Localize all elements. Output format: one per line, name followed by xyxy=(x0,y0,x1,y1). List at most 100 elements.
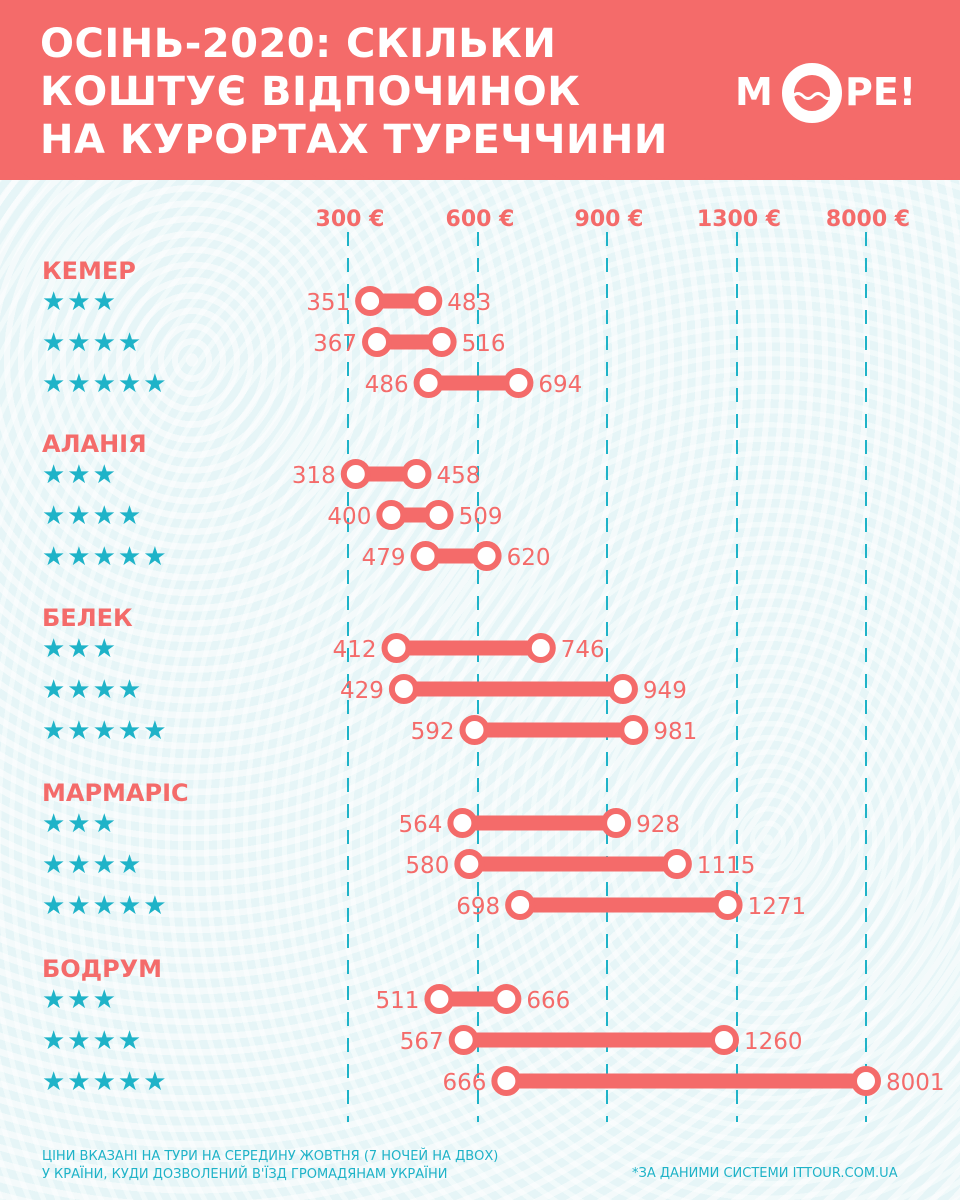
resort-name: КЕМЕР xyxy=(42,257,136,285)
header-banner: ОСІНЬ-2020: СКІЛЬКИ КОШТУЄ ВІДПОЧИНОК НА… xyxy=(0,0,960,180)
source-note: *ЗА ДАНИМИ СИСТЕМИ ITTOUR.COM.UA xyxy=(632,1166,898,1181)
range-endpoint xyxy=(454,849,485,879)
range-endpoint xyxy=(505,890,536,920)
range-endpoint xyxy=(471,541,502,571)
min-price-label: 592 xyxy=(411,719,455,745)
range-endpoint xyxy=(362,327,393,357)
range-endpoint xyxy=(601,808,632,838)
min-price-label: 400 xyxy=(327,504,371,530)
axis-tick-label: 8000 € xyxy=(826,207,910,232)
range-endpoint xyxy=(426,327,457,357)
star-rating: ★★★ xyxy=(42,460,118,490)
range-endpoint xyxy=(618,715,649,745)
range-endpoint xyxy=(423,500,454,530)
star-rating: ★★★★ xyxy=(42,675,143,705)
max-price-label: 1115 xyxy=(697,853,756,879)
star-rating: ★★★★★ xyxy=(42,891,169,921)
min-price-label: 666 xyxy=(442,1070,486,1096)
star-rating: ★★★★★ xyxy=(42,716,169,746)
max-price-label: 1260 xyxy=(744,1029,803,1055)
star-rating: ★★★★ xyxy=(42,501,143,531)
footnote-line-1: ЦІНИ ВКАЗАНІ НА ТУРИ НА СЕРЕДИНУ ЖОВТНЯ … xyxy=(42,1149,499,1164)
star-rating: ★★★★★ xyxy=(42,369,169,399)
star-rating: ★★★★★ xyxy=(42,1067,169,1097)
star-rating: ★★★★★ xyxy=(42,542,169,572)
range-endpoint xyxy=(459,715,490,745)
footnote-line-2: У КРАЇНИ, КУДИ ДОЗВОЛЕНИЙ В'ЇЗД ГРОМАДЯН… xyxy=(42,1167,448,1182)
max-price-label: 516 xyxy=(462,331,506,357)
range-endpoint xyxy=(661,849,692,879)
brand-logo: М РЕ! xyxy=(735,60,935,130)
logo-text-right: РЕ! xyxy=(845,70,917,114)
max-price-label: 483 xyxy=(447,290,491,316)
axis-tick-label: 600 € xyxy=(446,207,515,232)
star-rating: ★★★ xyxy=(42,287,118,317)
star-rating: ★★★ xyxy=(42,634,118,664)
header-wave-edge xyxy=(0,160,960,179)
max-price-label: 666 xyxy=(526,988,570,1014)
range-endpoint xyxy=(712,890,743,920)
max-price-label: 949 xyxy=(643,678,687,704)
title-line-1: ОСІНЬ-2020: СКІЛЬКИ xyxy=(40,21,557,67)
range-endpoint xyxy=(381,633,412,663)
min-price-label: 564 xyxy=(398,812,442,838)
max-price-label: 458 xyxy=(436,463,480,489)
range-endpoint xyxy=(607,674,638,704)
range-endpoint xyxy=(376,500,407,530)
max-price-label: 8001 xyxy=(886,1070,945,1096)
range-endpoint xyxy=(525,633,556,663)
range-endpoint xyxy=(413,368,444,398)
min-price-label: 580 xyxy=(405,853,449,879)
star-rating: ★★★★ xyxy=(42,1026,143,1056)
logo-text-left: М xyxy=(735,70,773,114)
min-price-label: 318 xyxy=(292,463,336,489)
resort-name: МАРМАРІС xyxy=(42,779,189,807)
max-price-label: 620 xyxy=(507,545,551,571)
max-price-label: 928 xyxy=(636,812,680,838)
range-endpoint xyxy=(491,1066,522,1096)
range-endpoint xyxy=(412,286,443,316)
range-endpoint xyxy=(410,541,441,571)
star-rating: ★★★★ xyxy=(42,328,143,358)
resort-name: БОДРУМ xyxy=(42,955,162,983)
range-endpoint xyxy=(424,984,455,1014)
min-price-label: 367 xyxy=(313,331,357,357)
max-price-label: 509 xyxy=(459,504,503,530)
title-line-3: НА КУРОРТАХ ТУРЕЧЧИНИ xyxy=(40,117,668,163)
axis-tick-label: 300 € xyxy=(316,207,385,232)
min-price-label: 429 xyxy=(340,678,384,704)
range-endpoint xyxy=(401,459,432,489)
range-endpoint xyxy=(448,1025,479,1055)
min-price-label: 567 xyxy=(400,1029,444,1055)
axis-tick-label: 900 € xyxy=(575,207,644,232)
range-endpoint xyxy=(447,808,478,838)
max-price-label: 1271 xyxy=(748,894,807,920)
lifebuoy-icon xyxy=(782,63,842,123)
range-endpoint xyxy=(491,984,522,1014)
range-endpoint xyxy=(355,286,386,316)
star-rating: ★★★ xyxy=(42,985,118,1015)
min-price-label: 511 xyxy=(376,988,420,1014)
title-line-2: КОШТУЄ ВІДПОЧИНОК xyxy=(40,69,581,115)
min-price-label: 412 xyxy=(333,637,377,663)
resort-name: БЕЛЕК xyxy=(42,604,133,632)
axis-tick-label: 1300 € xyxy=(697,207,781,232)
range-endpoint xyxy=(388,674,419,704)
star-rating: ★★★★ xyxy=(42,850,143,880)
range-endpoint xyxy=(340,459,371,489)
max-price-label: 746 xyxy=(561,637,605,663)
min-price-label: 698 xyxy=(456,894,500,920)
page-title: ОСІНЬ-2020: СКІЛЬКИ КОШТУЄ ВІДПОЧИНОК НА… xyxy=(40,20,680,164)
star-rating: ★★★ xyxy=(42,809,118,839)
range-endpoint xyxy=(503,368,534,398)
resort-name: АЛАНІЯ xyxy=(42,430,147,458)
min-price-label: 351 xyxy=(306,290,350,316)
max-price-label: 981 xyxy=(653,719,697,745)
range-endpoint xyxy=(851,1066,881,1096)
footnote: ЦІНИ ВКАЗАНІ НА ТУРИ НА СЕРЕДИНУ ЖОВТНЯ … xyxy=(42,1148,602,1184)
min-price-label: 479 xyxy=(362,545,406,571)
range-endpoint xyxy=(709,1025,739,1055)
min-price-label: 486 xyxy=(365,372,409,398)
